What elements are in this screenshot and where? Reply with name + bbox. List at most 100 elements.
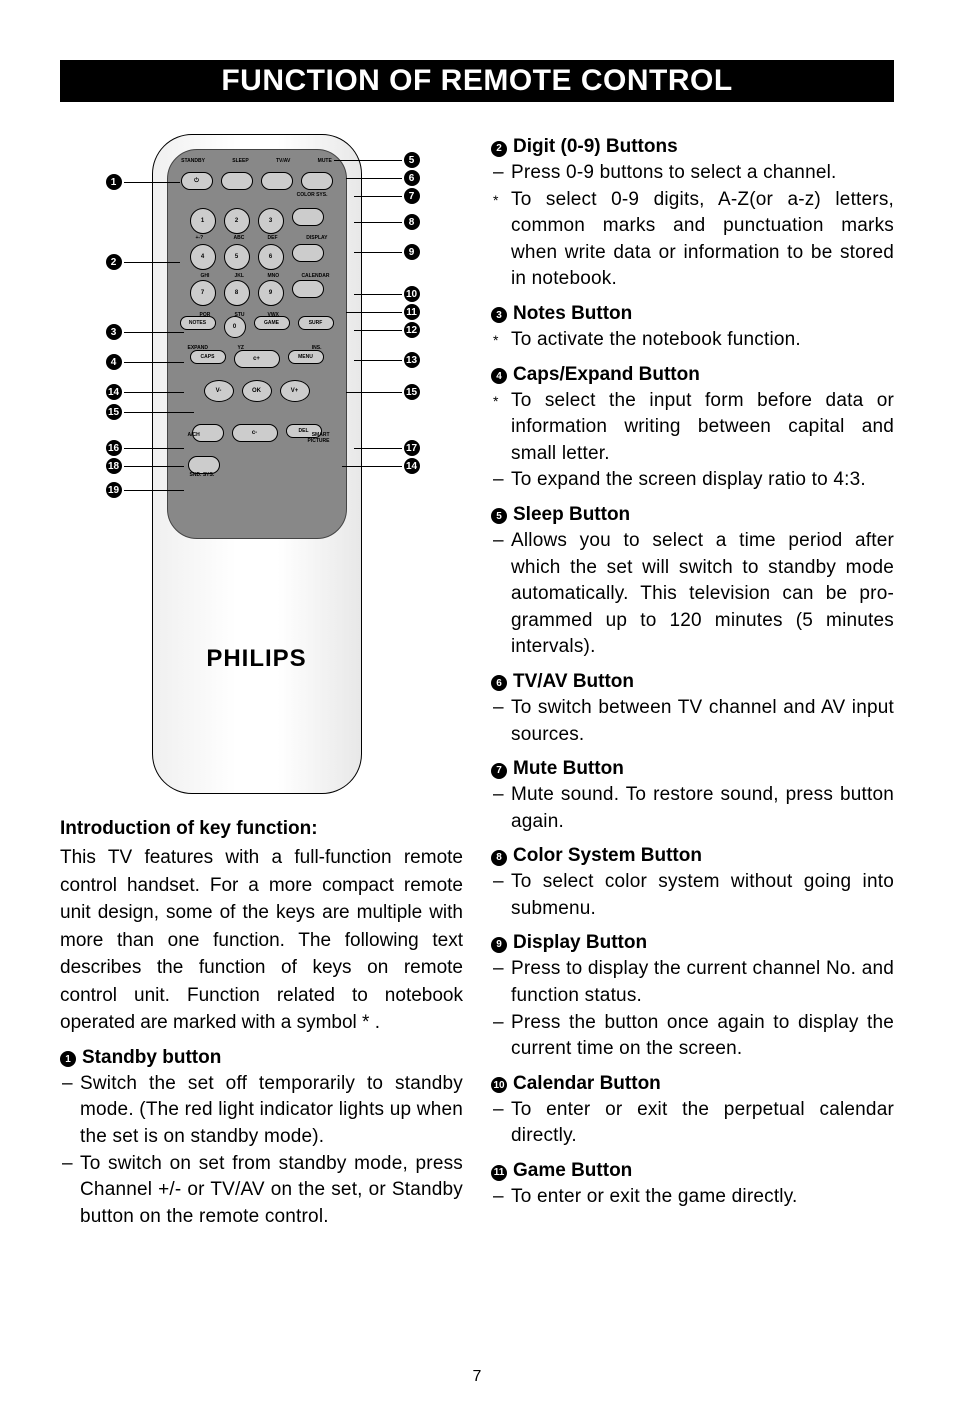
label-snd-sys: SND. SYS. xyxy=(190,472,215,478)
section-number-circle: 10 xyxy=(491,1077,507,1093)
section-items: Press to display the current channel No.… xyxy=(491,956,894,1062)
label-mno: MNO xyxy=(268,273,280,279)
section-heading: 9Display Button xyxy=(491,932,894,954)
callout-4: 4 xyxy=(106,354,184,370)
callout-17: 17 xyxy=(354,440,420,456)
section-heading: 4Caps/Expand Button xyxy=(491,364,894,386)
section-item: To switch between TV channel and AV inpu… xyxy=(491,695,894,748)
callout-14: 14 xyxy=(106,384,184,400)
section-item: To switch on set from standby mode, pres… xyxy=(60,1151,463,1231)
intro-heading: Introduction of key function: xyxy=(60,818,463,840)
page-number: 7 xyxy=(0,1368,954,1386)
section-number-circle: 1 xyxy=(60,1051,76,1067)
section-items: Mute sound. To restore sound, press butt… xyxy=(491,782,894,835)
label-sleep: SLEEP xyxy=(232,158,248,164)
section-item: Mute sound. To restore sound, press butt… xyxy=(491,782,894,835)
callout-8: 8 xyxy=(354,214,420,230)
digit-9: 9 xyxy=(258,280,284,306)
callout-3: 3 xyxy=(106,324,184,340)
section-item: To activate the notebook function. xyxy=(491,327,894,354)
section-heading: 11Game Button xyxy=(491,1160,894,1182)
digit-1: 1 xyxy=(190,208,216,234)
label-mute: MUTE xyxy=(318,158,332,164)
game-button: GAME xyxy=(254,316,290,330)
section-item: Allows you to select a time period after… xyxy=(491,528,894,661)
digit-3: 3 xyxy=(258,208,284,234)
digit-5: 5 xyxy=(224,244,250,270)
section-items: Press 0-9 buttons to select a channel.To… xyxy=(491,160,894,293)
callout-9: 9 xyxy=(354,244,420,260)
label-ins: INS. xyxy=(312,345,322,351)
label-tvav: TV/AV xyxy=(276,158,290,164)
notes-button: NOTES xyxy=(180,316,216,330)
vol-down-button: V- xyxy=(204,380,234,402)
section-number-circle: 6 xyxy=(491,675,507,691)
label-smart-picture: SMART PICTURE xyxy=(290,432,330,444)
label-pqr: PQR xyxy=(200,312,211,318)
section-number-circle: 8 xyxy=(491,850,507,866)
c-plus-button: c+ xyxy=(234,350,280,368)
section-heading: 7Mute Button xyxy=(491,758,894,780)
section-heading: 10Calendar Button xyxy=(491,1073,894,1095)
label-abc: ABC xyxy=(234,235,245,241)
calendar-button xyxy=(292,280,324,298)
c-minus-button: c- xyxy=(232,424,278,442)
label-ach: A/CH xyxy=(188,432,200,438)
label-stu: STU xyxy=(235,312,245,318)
callout-13: 13 xyxy=(354,352,420,368)
section-number-circle: 9 xyxy=(491,937,507,953)
section-number-circle: 5 xyxy=(491,508,507,524)
label-calendar: CALENDAR xyxy=(301,273,329,279)
label-standby: STANDBY xyxy=(181,158,205,164)
section-item: To select 0-9 digits, A-Z(or a-z) letter… xyxy=(491,187,894,293)
sleep-button xyxy=(221,172,253,190)
callout-11: 11 xyxy=(346,304,420,320)
mute-button xyxy=(301,172,333,190)
label-ghi: GHI xyxy=(201,273,210,279)
label-expand: EXPAND xyxy=(188,345,208,351)
section-item: Press to display the current channel No.… xyxy=(491,956,894,1009)
section-item: To select color system without going int… xyxy=(491,869,894,922)
label-display: DISPLAY xyxy=(306,235,327,241)
callout-19: 19 xyxy=(106,482,184,498)
section-item: Press 0-9 buttons to select a channel. xyxy=(491,160,894,187)
section-number-circle: 4 xyxy=(491,368,507,384)
section-item: Press the button once again to display t… xyxy=(491,1010,894,1063)
section-items: To enter or exit the perpetual calendar … xyxy=(491,1097,894,1150)
section-heading: 2Digit (0-9) Buttons xyxy=(491,136,894,158)
digit-8: 8 xyxy=(224,280,250,306)
label-vwx: VWX xyxy=(268,312,279,318)
callout-7: 7 xyxy=(354,188,420,204)
intro-text: This TV features with a full-function re… xyxy=(60,844,463,1037)
surf-button: SURF xyxy=(298,316,334,330)
section-items: To enter or exit the game directly. xyxy=(491,1184,894,1211)
digit-2: 2 xyxy=(224,208,250,234)
section-number-circle: 2 xyxy=(491,141,507,157)
digit-6: 6 xyxy=(258,244,284,270)
section-heading: 6TV/AV Button xyxy=(491,671,894,693)
callout-5: 5 xyxy=(334,152,420,168)
remote-button-panel: STANDBY SLEEP TV/AV MUTE ⏻ COLOR SYS. xyxy=(167,149,347,539)
menu-button: MENU xyxy=(288,350,324,364)
label-jkl: JKL xyxy=(235,273,244,279)
section-item: To enter or exit the game directly. xyxy=(491,1184,894,1211)
vol-up-button: V+ xyxy=(280,380,310,402)
section-heading: 8Color System Button xyxy=(491,845,894,867)
section-items: To switch between TV channel and AV inpu… xyxy=(491,695,894,748)
brand-label: PHILIPS xyxy=(153,645,361,673)
display-button xyxy=(292,244,324,262)
standby-button: ⏻ xyxy=(181,172,213,190)
callout-12: 12 xyxy=(354,322,420,338)
section-items: Switch the set off temporarily to standb… xyxy=(60,1071,463,1231)
label-yz: YZ xyxy=(238,345,244,351)
section-item: To select the input form before data or … xyxy=(491,388,894,468)
ok-button: OK xyxy=(242,380,272,402)
caps-button: CAPS xyxy=(190,350,226,364)
callout-2: 2 xyxy=(106,254,180,270)
digit-7: 7 xyxy=(190,280,216,306)
label-def: DEF xyxy=(268,235,278,241)
callout-6: 6 xyxy=(346,170,420,186)
digit-0: 0 xyxy=(224,316,246,338)
digit-4: 4 xyxy=(190,244,216,270)
label-color-sys: COLOR SYS. xyxy=(297,192,328,198)
